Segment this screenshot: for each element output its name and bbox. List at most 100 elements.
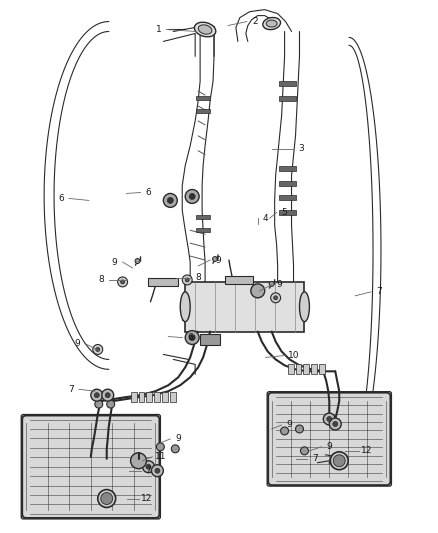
Text: 7: 7 (376, 287, 382, 296)
Circle shape (330, 452, 348, 470)
Circle shape (93, 344, 103, 354)
Text: 9: 9 (74, 339, 80, 348)
Text: 6: 6 (187, 333, 193, 342)
Circle shape (296, 425, 304, 433)
Circle shape (323, 413, 335, 425)
Bar (196, 96, 210, 100)
Ellipse shape (300, 292, 309, 321)
Text: 6: 6 (145, 188, 151, 197)
Bar (279, 196, 296, 200)
Circle shape (274, 296, 278, 300)
Ellipse shape (180, 292, 190, 321)
Text: 7: 7 (312, 454, 318, 463)
Circle shape (118, 277, 127, 287)
Circle shape (182, 275, 192, 285)
Circle shape (91, 389, 103, 401)
Bar (279, 96, 296, 101)
Text: 5: 5 (282, 208, 287, 217)
Circle shape (269, 281, 274, 286)
Circle shape (135, 259, 140, 263)
Bar (196, 228, 210, 232)
Bar (185, 282, 304, 332)
Bar (148, 278, 178, 286)
Text: 8: 8 (98, 276, 104, 285)
Bar (279, 211, 296, 215)
Ellipse shape (198, 25, 212, 34)
Circle shape (167, 197, 173, 204)
Text: 9: 9 (326, 442, 332, 451)
Circle shape (333, 422, 338, 426)
Circle shape (146, 464, 151, 469)
Circle shape (107, 400, 115, 408)
Circle shape (102, 389, 114, 401)
Circle shape (251, 284, 265, 298)
Text: 10: 10 (288, 351, 299, 360)
Circle shape (300, 447, 308, 455)
Circle shape (189, 335, 195, 341)
Bar (131, 392, 137, 402)
Bar (319, 365, 325, 374)
Bar (296, 365, 301, 374)
Text: 9: 9 (112, 257, 117, 266)
Text: 9: 9 (287, 421, 293, 430)
Bar (288, 365, 293, 374)
Circle shape (212, 256, 218, 262)
Circle shape (94, 393, 99, 398)
Text: 4: 4 (263, 214, 268, 223)
Circle shape (96, 348, 100, 351)
Bar (200, 334, 220, 345)
Text: 9: 9 (277, 280, 283, 289)
Bar (196, 215, 210, 219)
Circle shape (171, 445, 179, 453)
Circle shape (327, 417, 332, 422)
Bar (311, 365, 318, 374)
Circle shape (105, 393, 110, 398)
Circle shape (156, 443, 164, 451)
Text: 3: 3 (299, 144, 304, 154)
Text: 7: 7 (68, 385, 74, 394)
Circle shape (329, 418, 341, 430)
Text: 12: 12 (361, 446, 373, 455)
Circle shape (333, 455, 345, 467)
Bar (225, 276, 253, 284)
Bar (279, 166, 296, 171)
Circle shape (185, 190, 199, 204)
Text: 8: 8 (195, 273, 201, 282)
Ellipse shape (266, 20, 277, 27)
Text: 2: 2 (252, 17, 258, 26)
Circle shape (101, 492, 113, 504)
Circle shape (163, 193, 177, 207)
Circle shape (271, 293, 281, 303)
Circle shape (189, 193, 195, 199)
Bar (279, 181, 296, 185)
Bar (279, 81, 296, 86)
Circle shape (185, 330, 199, 344)
Bar (155, 392, 160, 402)
Text: 11: 11 (155, 453, 166, 461)
Ellipse shape (194, 22, 216, 37)
Circle shape (131, 453, 146, 469)
Bar (196, 109, 210, 113)
Ellipse shape (263, 18, 280, 30)
FancyBboxPatch shape (268, 393, 390, 485)
Text: 9: 9 (175, 434, 181, 443)
Bar (170, 392, 176, 402)
Text: 7: 7 (145, 466, 151, 475)
Text: 6: 6 (58, 194, 64, 203)
Circle shape (185, 278, 189, 282)
Circle shape (98, 490, 116, 507)
Circle shape (95, 400, 103, 408)
Circle shape (152, 465, 163, 477)
Circle shape (120, 280, 124, 284)
Bar (304, 365, 309, 374)
Bar (138, 392, 145, 402)
Text: 1: 1 (155, 25, 161, 34)
Bar (146, 392, 152, 402)
Circle shape (281, 427, 289, 435)
Text: 12: 12 (141, 494, 152, 503)
Text: 9: 9 (215, 255, 221, 264)
Circle shape (155, 468, 160, 473)
Circle shape (142, 461, 155, 473)
Bar (162, 392, 168, 402)
FancyBboxPatch shape (22, 416, 159, 518)
